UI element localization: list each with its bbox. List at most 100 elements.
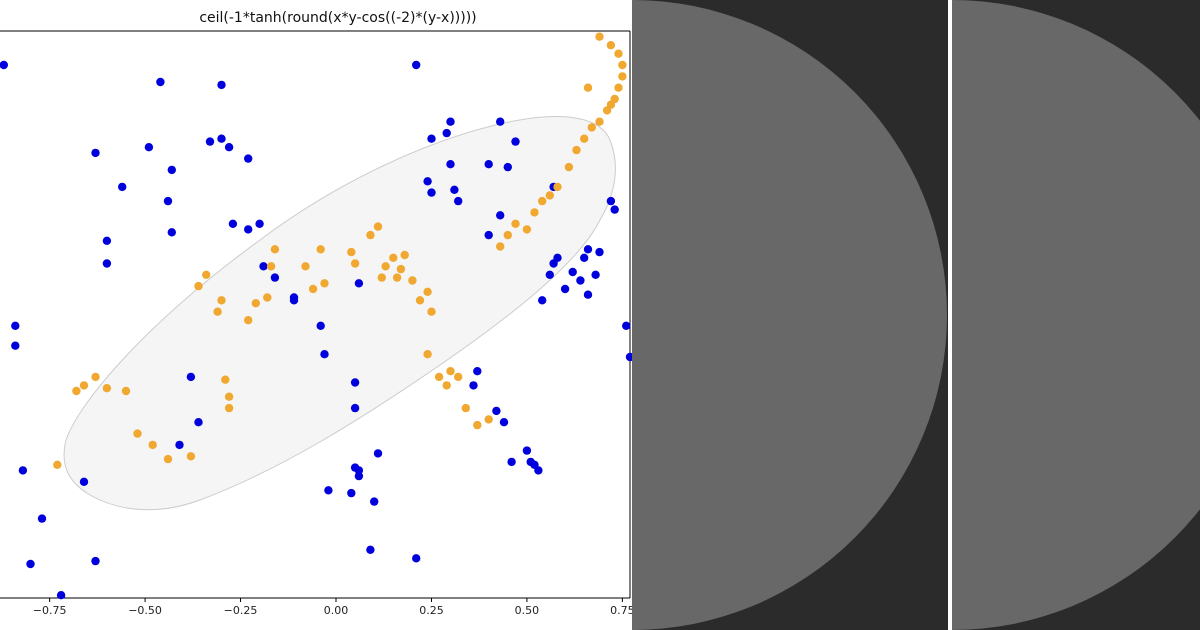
scatter-point-series-0 [595,247,604,257]
scatter-point-series-0 [496,117,505,126]
x-tick-label: 0.50 [515,604,540,617]
scatter-point-series-0 [442,128,451,138]
scatter-point-series-0 [324,486,333,495]
scatter-point-series-0 [11,341,20,350]
scatter-point-series-1 [72,386,81,396]
scatter-point-series-0 [354,279,364,288]
scatter-point-series-1 [614,83,623,92]
scatter-point-series-0 [496,211,505,220]
scatter-point-series-0 [591,270,600,279]
scatter-point-series-0 [244,154,253,163]
scatter-point-series-1 [454,372,463,382]
scatter-point-series-1 [381,262,390,271]
scatter-point-series-0 [259,262,268,271]
scatter-point-series-1 [614,49,623,58]
scatter-point-series-1 [213,307,222,316]
scatter-point-series-1 [522,225,532,234]
scatter-point-series-1 [446,367,455,376]
scatter-point-series-0 [167,165,176,175]
scatter-point-series-1 [423,350,432,359]
scatter-point-series-0 [366,545,375,554]
scatter-point-series-0 [606,196,616,206]
scatter-point-series-1 [553,182,562,192]
scatter-point-series-0 [289,293,299,302]
circle-shape [632,0,947,630]
scatter-point-series-1 [423,287,432,296]
scatter-point-series-0 [224,143,234,152]
plot-panel: −0.75 −0.50 −0.25 0.00 0.25 0.50 0.75 ceil(-1*… [0,10,632,617]
scatter-point-series-0 [427,188,436,197]
scatter-point-series-0 [446,117,455,126]
image-panel-one [632,0,948,630]
scatter-point-series-1 [373,222,383,231]
scatter-point-series-1 [583,83,593,92]
scatter-point-series-1 [538,196,547,206]
scatter-point-series-1 [473,420,482,430]
scatter-point-series-0 [320,350,329,359]
scatter-point-series-0 [228,219,238,228]
scatter-point-series-0 [370,497,379,506]
scatter-point-series-0 [270,273,280,282]
scatter-point-series-0 [553,253,562,262]
scatter-point-series-1 [530,208,539,217]
decision-region [63,116,616,511]
x-tick-label: −0.50 [128,604,162,617]
scatter-point-series-1 [347,247,356,257]
scatter-point-series-1 [618,60,627,70]
scatter-point-series-0 [217,134,226,143]
scatter-point-series-0 [316,321,325,330]
scatter-point-series-1 [217,296,226,305]
scatter-point-series-1 [442,381,451,390]
scatter-point-series-1 [224,403,234,413]
scatter-point-series-0 [156,77,165,87]
scatter-point-series-1 [270,245,280,254]
scatter-point-series-0 [373,449,383,458]
scatter-point-series-0 [450,185,459,194]
scatter-point-series-1 [244,316,253,325]
scatter-point-series-0 [255,219,264,228]
scatter-point-series-1 [511,219,520,228]
scatter-point-series-0 [454,196,463,206]
scatter-point-series-1 [392,273,402,282]
scatter-point-series-1 [496,242,505,251]
scatter-point-series-1 [224,392,234,401]
scatter-point-series-1 [434,372,444,382]
scatter-point-series-1 [308,284,318,294]
scatter-point-series-1 [301,262,310,271]
scatter-point-series-1 [587,123,596,132]
scatter-plot: −0.75 −0.50 −0.25 0.00 0.25 0.50 0.75 [0,30,632,617]
scatter-point-series-0 [354,466,364,475]
scatter-point-series-0 [538,296,547,305]
scatter-point-series-0 [583,290,593,299]
scatter-point-series-0 [205,137,215,146]
scatter-point-series-0 [102,259,112,268]
scatter-point-series-0 [79,477,89,486]
circle-shape [952,0,1200,630]
scatter-point-series-1 [221,375,230,384]
x-tick-label: −0.75 [33,604,67,617]
scatter-point-series-1 [102,384,112,393]
scatter-point-series-1 [427,307,436,316]
scatter-point-series-1 [461,403,470,413]
scatter-point-series-1 [266,262,276,271]
scatter-point-series-1 [580,134,589,143]
scatter-point-series-0 [91,556,100,566]
scatter-point-series-0 [610,205,619,214]
scatter-point-series-1 [503,230,512,240]
scatter-point-series-0 [175,440,184,450]
scatter-point-series-1 [484,415,493,424]
scatter-point-series-0 [91,148,100,158]
scatter-point-series-1 [251,299,260,308]
scatter-point-series-1 [377,273,386,282]
scatter-point-series-1 [53,460,62,469]
panel-divider [948,0,952,630]
scatter-point-series-0 [507,457,516,467]
scatter-point-series-0 [350,378,360,387]
scatter-point-series-1 [133,429,142,438]
scatter-point-series-1 [263,293,272,302]
scatter-point-series-1 [415,296,425,305]
scatter-point-series-0 [580,253,589,262]
scatter-point-series-0 [186,372,196,382]
scatter-point-series-0 [622,321,631,330]
scatter-point-series-0 [473,367,482,376]
